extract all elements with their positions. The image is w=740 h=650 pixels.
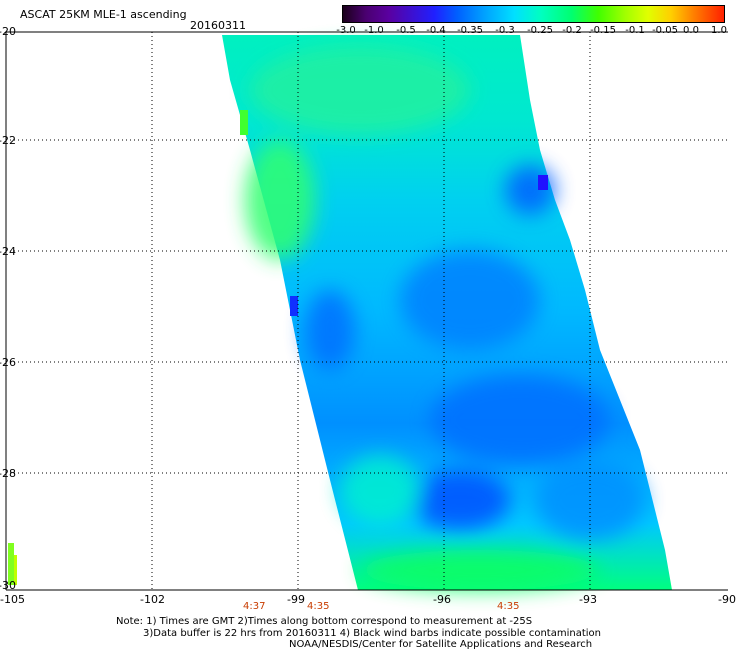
- time-label: 4:35: [497, 601, 520, 612]
- lat-lon-grid: [6, 32, 728, 590]
- colorbar-label: -0.35: [457, 25, 483, 36]
- time-label: 4:37: [243, 601, 266, 612]
- y-tick-label: -24: [0, 245, 16, 258]
- colorbar-label: 1.0: [711, 25, 727, 36]
- y-tick-label: -20: [0, 25, 16, 38]
- colorbar-label: -0.5: [396, 25, 416, 36]
- y-tick-label: -30: [0, 579, 16, 592]
- colorbar-label: -3.0: [336, 25, 356, 36]
- colorbar-label: -0.2: [562, 25, 582, 36]
- x-tick-label: -90: [718, 593, 736, 606]
- note-line-1: Note: 1) Times are GMT 2)Times along bot…: [116, 616, 533, 627]
- note-line-3: NOAA/NESDIS/Center for Satellite Applica…: [289, 639, 593, 650]
- colorbar-label: -0.1: [625, 25, 645, 36]
- note-line-2: 3)Data buffer is 22 hrs from 20160311 4)…: [143, 628, 601, 639]
- colorbar-label: -0.05: [652, 25, 678, 36]
- y-tick-label: -28: [0, 467, 16, 480]
- scatterometer-swath: [8, 35, 672, 590]
- colorbar-label: -0.15: [590, 25, 616, 36]
- x-tick-label: -102: [140, 593, 165, 606]
- colorbar-label: -0.4: [426, 25, 446, 36]
- y-tick-label: -22: [0, 134, 16, 147]
- colorbar-label: -0.3: [495, 25, 515, 36]
- time-label: 4:35: [307, 601, 330, 612]
- x-tick-label: -99: [287, 593, 305, 606]
- x-tick-label: -93: [579, 593, 597, 606]
- plot-frame: [5, 31, 728, 591]
- x-tick-label: -96: [433, 593, 451, 606]
- colorbar-label: 0.0: [683, 25, 699, 36]
- colorbar: [342, 5, 725, 23]
- y-tick-label: -26: [0, 356, 16, 369]
- colorbar-label: -0.25: [527, 25, 553, 36]
- colorbar-label: -1.0: [364, 25, 384, 36]
- date-label: 20160311: [190, 19, 246, 32]
- x-tick-label: -105: [0, 593, 25, 606]
- product-title: ASCAT 25KM MLE-1 ascending: [20, 8, 187, 21]
